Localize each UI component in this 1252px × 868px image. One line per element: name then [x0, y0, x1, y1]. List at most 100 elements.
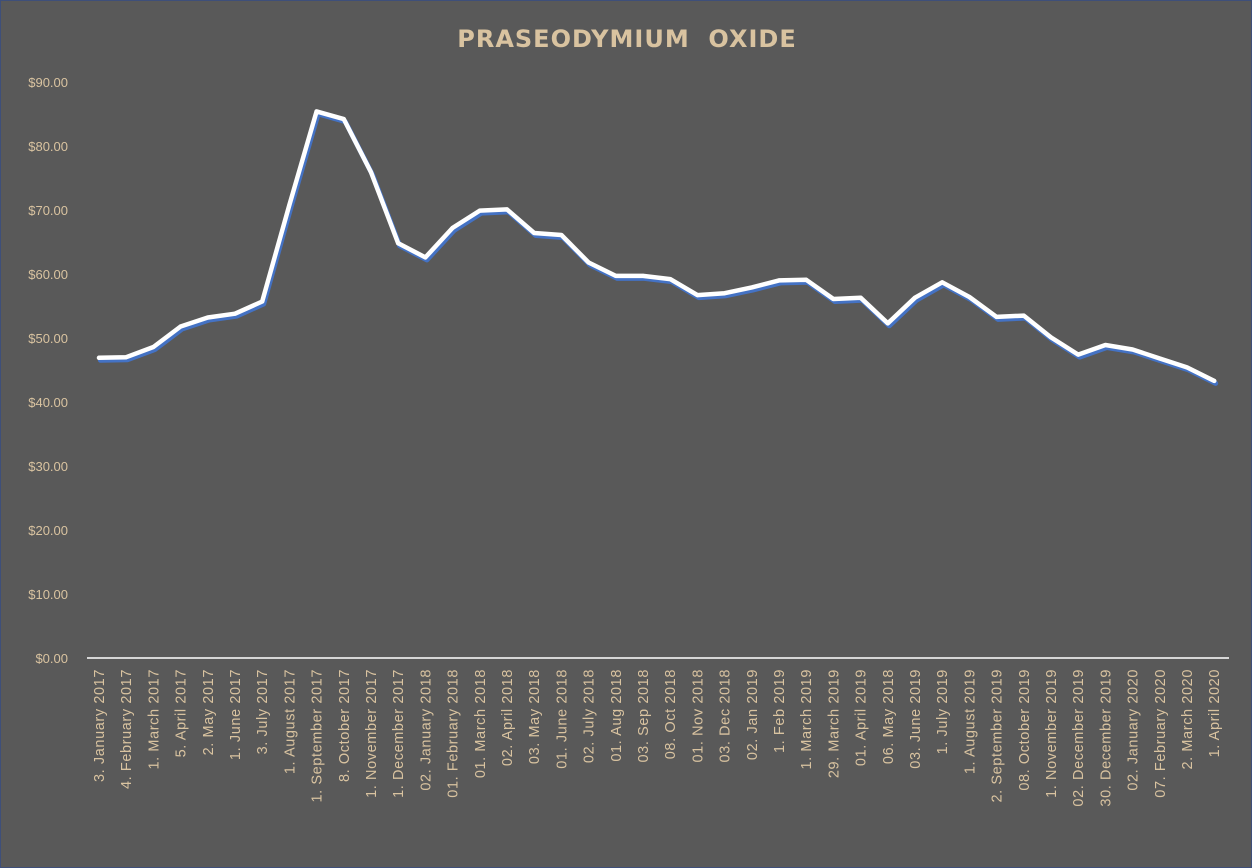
x-tick-label: 29. March 2019	[826, 669, 842, 778]
x-tick-label: 1. November 2019	[1044, 669, 1060, 798]
x-tick-label: 1. April 2020	[1207, 669, 1223, 757]
data-point	[885, 321, 890, 326]
series-layer	[96, 109, 1219, 386]
x-tick-label: 01. Aug 2018	[609, 669, 625, 762]
data-point	[1049, 335, 1053, 340]
data-point	[369, 170, 373, 175]
y-tick-label: $40.00	[28, 395, 68, 410]
y-axis-ticks: $0.00 $10.00 $20.00 $30.00 $40.00 $50.00 $60.0…	[28, 75, 68, 666]
data-point	[477, 208, 482, 213]
drop-lines	[98, 111, 1215, 658]
data-point	[641, 273, 645, 278]
data-point	[1185, 365, 1189, 370]
y-tick-label: $10.00	[28, 587, 68, 602]
data-point	[586, 260, 591, 265]
data-point	[1212, 378, 1217, 383]
data-point	[994, 314, 999, 319]
data-point	[858, 295, 863, 300]
data-point	[396, 241, 401, 246]
data-point	[940, 280, 945, 285]
x-tick-label: 02. December 2019	[1071, 669, 1087, 807]
data-point	[1076, 352, 1081, 357]
data-point	[532, 231, 537, 236]
data-point	[97, 355, 101, 360]
data-point	[777, 278, 781, 283]
x-tick-label: 07. February 2020	[1153, 669, 1169, 798]
y-tick-label: $20.00	[28, 523, 68, 538]
data-point	[233, 311, 237, 316]
chart-title: PRASEODYMIUM OXIDE	[457, 25, 796, 53]
data-point	[722, 291, 727, 296]
x-tick-label: 01. February 2018	[446, 669, 462, 798]
data-point	[668, 277, 673, 282]
x-tick-label: 02. July 2018	[582, 669, 598, 763]
x-tick-label: 2. September 2019	[990, 669, 1006, 803]
y-tick-label: $90.00	[28, 75, 68, 90]
y-tick-label: $80.00	[28, 139, 68, 154]
data-points	[97, 109, 1217, 383]
x-tick-label: 03. Sep 2018	[636, 669, 652, 762]
series-line-shadow	[98, 111, 1219, 386]
x-tick-label: 3. January 2017	[92, 669, 108, 782]
x-tick-label: 1. December 2017	[391, 669, 407, 798]
data-point	[423, 255, 428, 260]
x-tick-label: 1. August 2017	[282, 669, 298, 774]
data-point	[124, 355, 129, 360]
data-point	[695, 293, 700, 298]
data-point	[450, 225, 455, 230]
x-tick-label: 01. March 2018	[473, 669, 489, 778]
x-tick-label: 01. June 2018	[554, 669, 570, 769]
y-tick-label: $0.00	[35, 651, 68, 666]
x-tick-label: 1. August 2019	[962, 669, 978, 774]
data-point	[1130, 347, 1135, 352]
x-tick-label: 08. Oct 2018	[663, 669, 679, 759]
data-point	[287, 202, 292, 207]
data-point	[831, 296, 836, 301]
x-axis-ticks: 3. January 2017 4. February 2017 1. March …	[92, 669, 1223, 807]
series-line	[96, 109, 1217, 384]
x-tick-label: 02. Jan 2019	[745, 669, 761, 760]
y-tick-label: $50.00	[28, 331, 68, 346]
data-point	[749, 285, 754, 290]
x-tick-label: 4. February 2017	[119, 669, 135, 789]
x-tick-label: 1. Feb 2019	[772, 669, 788, 753]
y-tick-label: $30.00	[28, 459, 68, 474]
x-tick-label: 1. November 2017	[364, 669, 380, 798]
y-tick-label: $70.00	[28, 203, 68, 218]
x-tick-label: 1. March 2017	[146, 669, 162, 770]
x-tick-label: 03. May 2018	[527, 669, 543, 764]
x-tick-label: 03. June 2019	[908, 669, 924, 769]
x-tick-label: 1. July 2019	[935, 669, 951, 754]
x-tick-label: 30. December 2019	[1098, 669, 1114, 807]
x-tick-label: 02. January 2018	[418, 669, 434, 791]
data-point	[967, 295, 972, 300]
data-point	[804, 277, 809, 282]
data-point	[341, 117, 346, 122]
data-point	[1021, 313, 1026, 318]
x-tick-label: 1. September 2017	[310, 669, 326, 803]
data-point	[205, 315, 210, 320]
y-tick-label: $60.00	[28, 267, 68, 282]
x-tick-label: 2. March 2020	[1180, 669, 1196, 770]
x-tick-label: 08. October 2019	[1017, 669, 1033, 791]
x-tick-label: 8. October 2017	[337, 669, 353, 782]
data-point	[260, 299, 265, 304]
x-tick-label: 3. July 2017	[255, 669, 271, 754]
data-point	[505, 207, 509, 212]
x-tick-label: 02. January 2020	[1126, 669, 1142, 791]
data-point	[151, 344, 156, 349]
data-point	[178, 324, 183, 329]
data-point	[1103, 343, 1108, 348]
x-tick-label: 06. May 2018	[881, 669, 897, 764]
data-point	[1157, 356, 1162, 361]
data-point	[559, 232, 564, 237]
data-point	[913, 295, 917, 300]
x-tick-label: 02. April 2018	[500, 669, 516, 766]
x-tick-label: 5. April 2017	[174, 669, 190, 757]
x-tick-label: 01. Nov 2018	[690, 669, 706, 762]
x-tick-label: 1. March 2019	[799, 669, 815, 770]
data-point	[314, 109, 319, 114]
x-tick-label: 2. May 2017	[201, 669, 217, 755]
